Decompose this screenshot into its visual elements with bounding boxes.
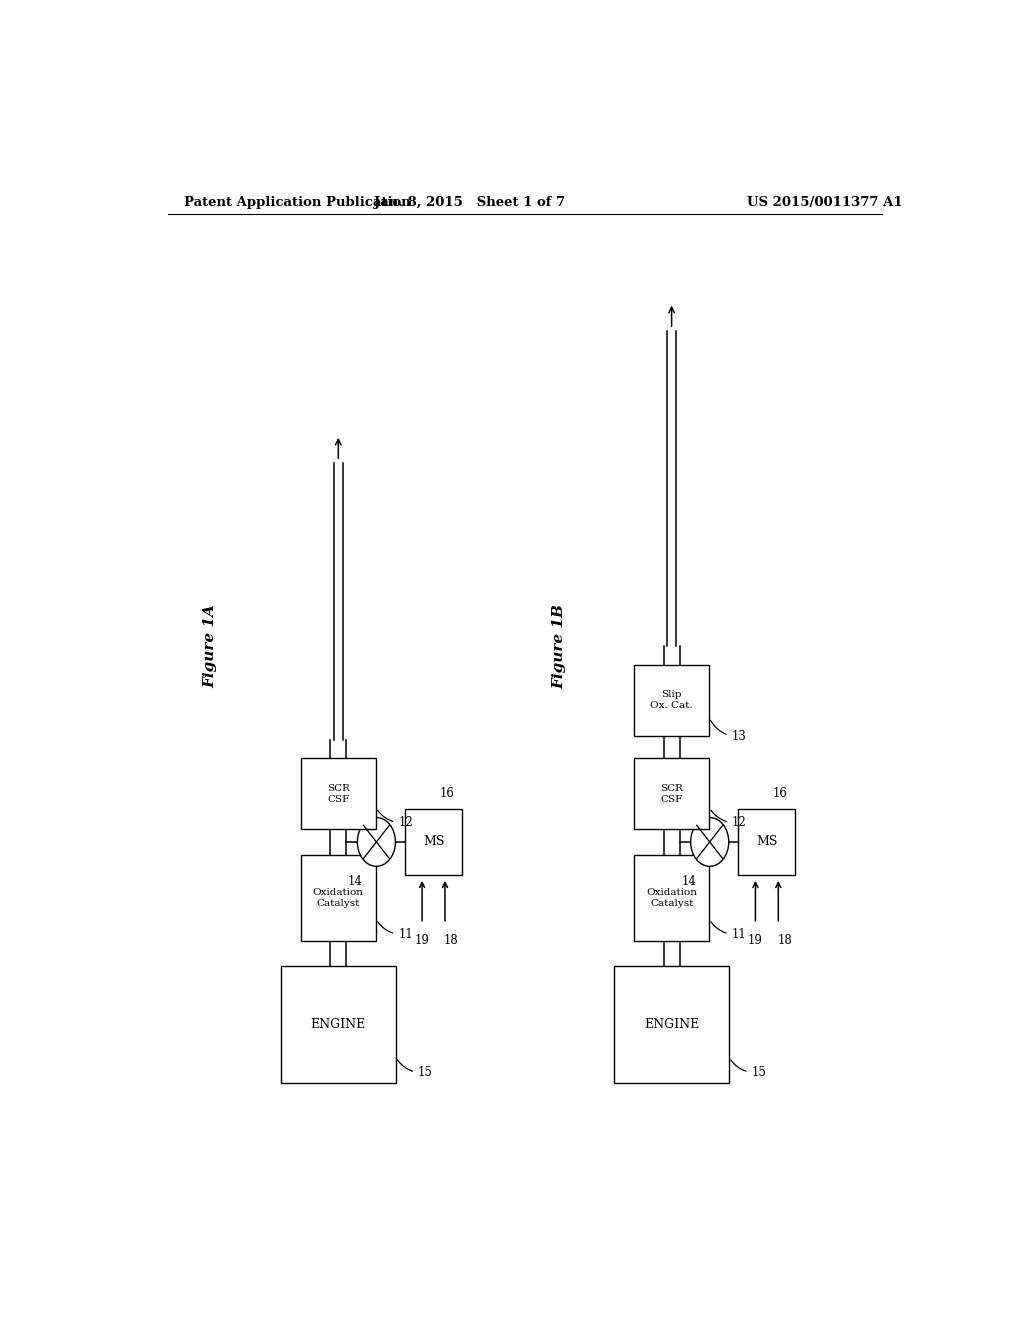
Text: Oxidation
Catalyst: Oxidation Catalyst (312, 888, 364, 908)
Text: 11: 11 (711, 921, 746, 941)
Text: 16: 16 (772, 787, 787, 800)
Text: 19: 19 (415, 935, 429, 946)
Text: 12: 12 (378, 810, 413, 829)
Text: ENGINE: ENGINE (310, 1019, 366, 1031)
Text: 13: 13 (711, 721, 746, 743)
Text: 15: 15 (731, 1060, 766, 1078)
Bar (301, 758, 376, 829)
Text: Oxidation
Catalyst: Oxidation Catalyst (646, 888, 697, 908)
Text: ENGINE: ENGINE (644, 1019, 699, 1031)
Text: 18: 18 (777, 935, 792, 946)
Bar (614, 966, 729, 1084)
Circle shape (357, 817, 395, 866)
Text: MS: MS (756, 836, 777, 849)
Text: SCR
CSF: SCR CSF (660, 784, 683, 804)
Text: MS: MS (423, 836, 444, 849)
Circle shape (690, 817, 729, 866)
Bar (634, 854, 710, 941)
Text: US 2015/0011377 A1: US 2015/0011377 A1 (748, 195, 902, 209)
Text: 14: 14 (681, 875, 696, 887)
Bar (281, 966, 396, 1084)
Text: 11: 11 (378, 921, 413, 941)
Text: 18: 18 (444, 935, 459, 946)
Text: Slip
Ox. Cat.: Slip Ox. Cat. (650, 690, 693, 710)
Text: 14: 14 (348, 875, 362, 887)
Bar (738, 809, 796, 875)
Text: Figure 1B: Figure 1B (553, 603, 566, 689)
Text: 19: 19 (748, 935, 763, 946)
Text: 15: 15 (397, 1060, 433, 1078)
Text: SCR
CSF: SCR CSF (327, 784, 350, 804)
Text: Patent Application Publication: Patent Application Publication (183, 195, 411, 209)
Text: 12: 12 (711, 810, 746, 829)
Bar (634, 758, 710, 829)
Text: Figure 1A: Figure 1A (204, 605, 217, 688)
Bar (404, 809, 462, 875)
Text: Jan. 8, 2015   Sheet 1 of 7: Jan. 8, 2015 Sheet 1 of 7 (374, 195, 565, 209)
Bar (301, 854, 376, 941)
Bar (634, 664, 710, 735)
Text: 16: 16 (439, 787, 454, 800)
